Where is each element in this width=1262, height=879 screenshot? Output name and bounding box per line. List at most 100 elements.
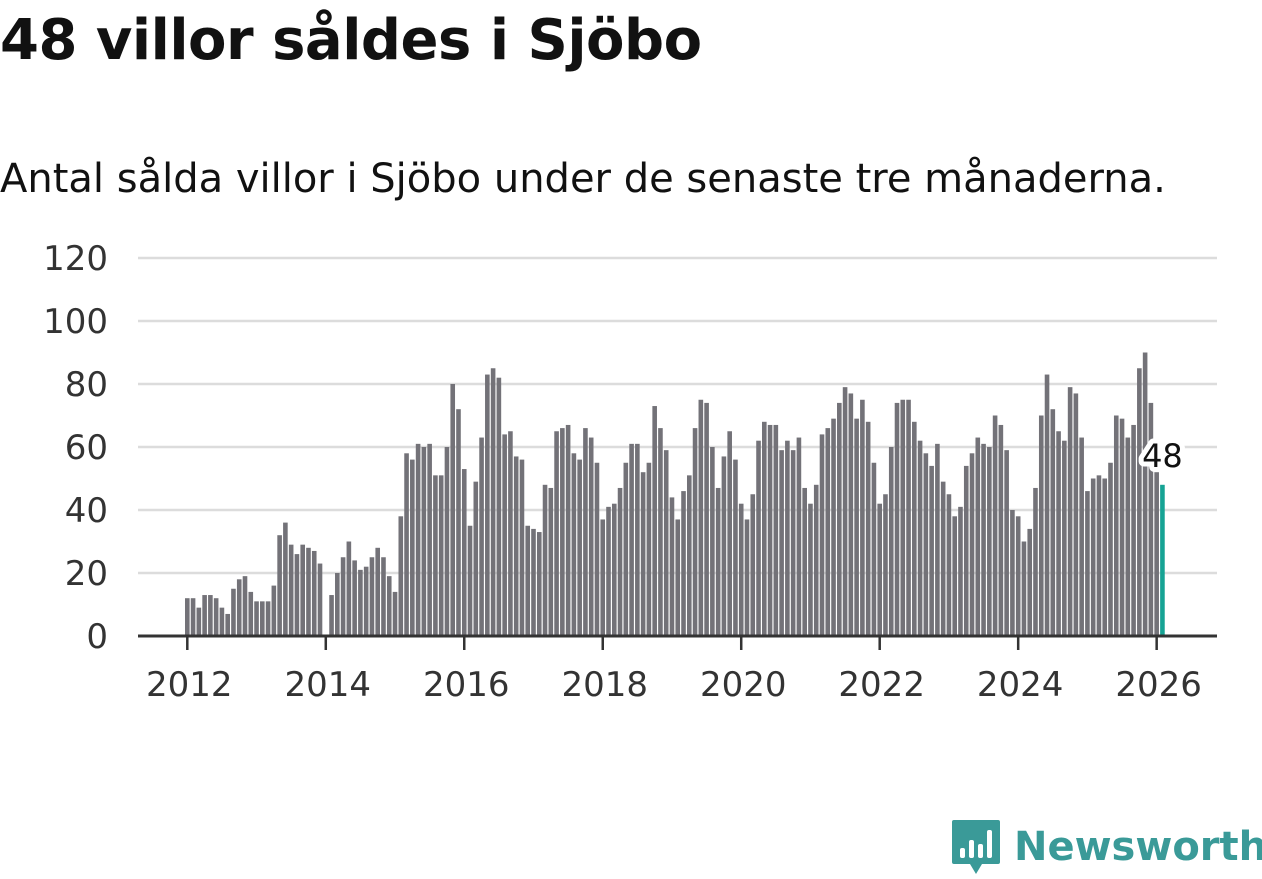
bar (1056, 431, 1061, 636)
bar (588, 437, 594, 636)
bar (819, 434, 825, 636)
bar (611, 503, 617, 636)
bar (225, 613, 230, 636)
bar (1038, 415, 1044, 636)
bar (594, 462, 600, 636)
bar (369, 557, 375, 636)
bar (1085, 491, 1090, 636)
bar (992, 415, 998, 636)
bar (421, 447, 427, 636)
bar (456, 409, 461, 636)
bar (473, 481, 479, 636)
bars (185, 352, 1165, 636)
bar (935, 443, 940, 636)
bar (1131, 424, 1136, 636)
bar (900, 399, 906, 636)
bar (640, 472, 646, 636)
bar (248, 591, 254, 636)
bar (1033, 487, 1038, 636)
bar (888, 447, 894, 636)
x-tick-label: 2016 (423, 665, 510, 705)
bar (438, 475, 444, 636)
bar (600, 519, 606, 636)
bar (548, 487, 554, 636)
bar (571, 453, 577, 636)
bar (883, 494, 888, 636)
bar (606, 506, 611, 636)
bar (946, 494, 952, 636)
bar (715, 487, 721, 636)
bar (352, 560, 357, 636)
bar (277, 535, 282, 636)
bar (871, 462, 877, 636)
bar (236, 579, 242, 636)
x-tick-label: 2022 (838, 665, 925, 705)
bar (837, 402, 842, 636)
bar (502, 434, 507, 636)
chart-subtitle: Antal sålda villor i Sjöbo under de sena… (0, 156, 1166, 202)
bar (802, 487, 807, 636)
annotation-label: 48 (1142, 437, 1183, 475)
bar (242, 576, 248, 636)
bar (796, 437, 802, 636)
bar (1137, 368, 1142, 636)
bar (358, 569, 363, 636)
bar (785, 440, 790, 636)
bar (1079, 437, 1084, 636)
bar (1154, 472, 1159, 636)
bar-latest (1160, 484, 1165, 636)
bar (681, 491, 686, 636)
bar (306, 547, 311, 636)
bar (231, 588, 236, 636)
bar (185, 598, 190, 636)
chart-title: 48 villor såldes i Sjöbo (0, 8, 702, 73)
bar (1073, 393, 1079, 636)
bar (623, 462, 629, 636)
bar (1102, 478, 1108, 636)
bar (1067, 387, 1073, 636)
bar (271, 585, 277, 636)
bar (808, 503, 813, 636)
bar (762, 421, 767, 636)
bar (710, 447, 715, 636)
bar (998, 424, 1004, 636)
newsworthy-logo-icon (952, 820, 1000, 874)
bar (415, 443, 421, 636)
bar (952, 516, 958, 636)
bar (825, 428, 831, 636)
bar (1027, 528, 1033, 636)
y-tick-label: 60 (65, 428, 108, 468)
x-tick-label: 2018 (561, 665, 648, 705)
bar (877, 503, 882, 636)
bar (490, 368, 496, 636)
bar (260, 601, 265, 636)
x-tick-label: 2024 (977, 665, 1064, 705)
bar (433, 475, 438, 636)
bar (467, 525, 473, 636)
bar (479, 437, 484, 636)
bar (652, 406, 657, 636)
bar (629, 443, 634, 636)
y-tick-label: 20 (65, 554, 108, 594)
bar (583, 428, 588, 636)
bar (461, 469, 467, 636)
bar (190, 598, 196, 636)
bar (1015, 516, 1021, 636)
bar (940, 481, 946, 636)
bar (329, 595, 334, 636)
annotation-halo: 48 (1142, 437, 1183, 475)
bar (410, 459, 415, 636)
bar (894, 402, 900, 636)
bar (531, 528, 536, 636)
bar (386, 576, 392, 636)
bar (513, 456, 519, 636)
newsworthy-logo: Newsworthy (950, 818, 1262, 876)
bar (317, 563, 323, 636)
bar (560, 428, 565, 636)
bar (860, 399, 865, 636)
bar (1050, 409, 1056, 636)
bar (969, 453, 975, 636)
bar (1113, 415, 1119, 636)
bar (669, 497, 675, 636)
